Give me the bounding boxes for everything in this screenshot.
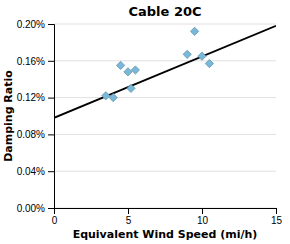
tick-label: 0 [52, 215, 58, 226]
grid-line [54, 60, 276, 61]
axis-line [55, 209, 277, 215]
tick: 0.04% [17, 166, 54, 177]
tick-mark [48, 171, 54, 172]
point [205, 59, 213, 67]
tick-label: 5 [126, 215, 132, 226]
y-axis-title: Damping Ratio [2, 70, 15, 162]
tick: 0.08% [17, 129, 54, 140]
grid-line [54, 97, 276, 98]
tick-mark [128, 208, 129, 214]
grid-line [54, 171, 276, 172]
grid [54, 24, 276, 208]
axis-line [48, 25, 55, 209]
tick-label: 0.12% [17, 92, 45, 103]
tick-label: 10 [197, 215, 209, 226]
tick: 15 [271, 208, 283, 226]
point [183, 50, 191, 58]
y-axis: 0.00% 0.04% 0.08% 0.12% 0.16% 0.20% [17, 19, 55, 214]
x-axis-title: Equivalent Wind Speed (mi/h) [73, 228, 258, 241]
tick-label: 0.04% [17, 166, 45, 177]
tick-label: 0.20% [17, 19, 45, 30]
tick-label: 0.16% [17, 56, 45, 67]
point [190, 27, 198, 35]
tick-mark [48, 208, 54, 209]
tick-mark [202, 208, 203, 214]
point [109, 93, 117, 101]
point [102, 92, 110, 100]
point [198, 52, 206, 60]
grid-line [54, 134, 276, 135]
tick-mark [48, 61, 54, 62]
tick-mark [48, 98, 54, 99]
tick: 0.20% [17, 19, 54, 30]
tick-mark [48, 134, 54, 135]
tick-mark [276, 208, 277, 214]
tick: 0.12% [17, 92, 54, 103]
point [131, 66, 139, 74]
point [116, 61, 124, 69]
grid-line [54, 24, 276, 25]
tick-label: 0.08% [17, 129, 45, 140]
point [124, 68, 132, 76]
tick-label: 15 [271, 215, 283, 226]
tick-mark [48, 24, 54, 25]
marks [54, 26, 276, 118]
fit-line [54, 26, 276, 118]
tick: 10 [197, 208, 209, 226]
tick: 0.00% [17, 203, 54, 214]
title: Cable 20C [128, 4, 201, 19]
point [127, 84, 135, 92]
plot: 0 5 10 15 0.00% 0.04% 0.08% 0.12% 0.16% 0.20% [17, 19, 283, 226]
x-axis: 0 5 10 15 [52, 208, 283, 226]
tick: 0 [52, 208, 58, 226]
tick-label: 0.00% [17, 203, 45, 214]
tick: 5 [126, 208, 132, 226]
tick: 0.16% [17, 56, 54, 67]
chart: 0 5 10 15 0.00% 0.04% 0.08% 0.12% 0.16% 0.20% Cabl… [0, 0, 290, 244]
